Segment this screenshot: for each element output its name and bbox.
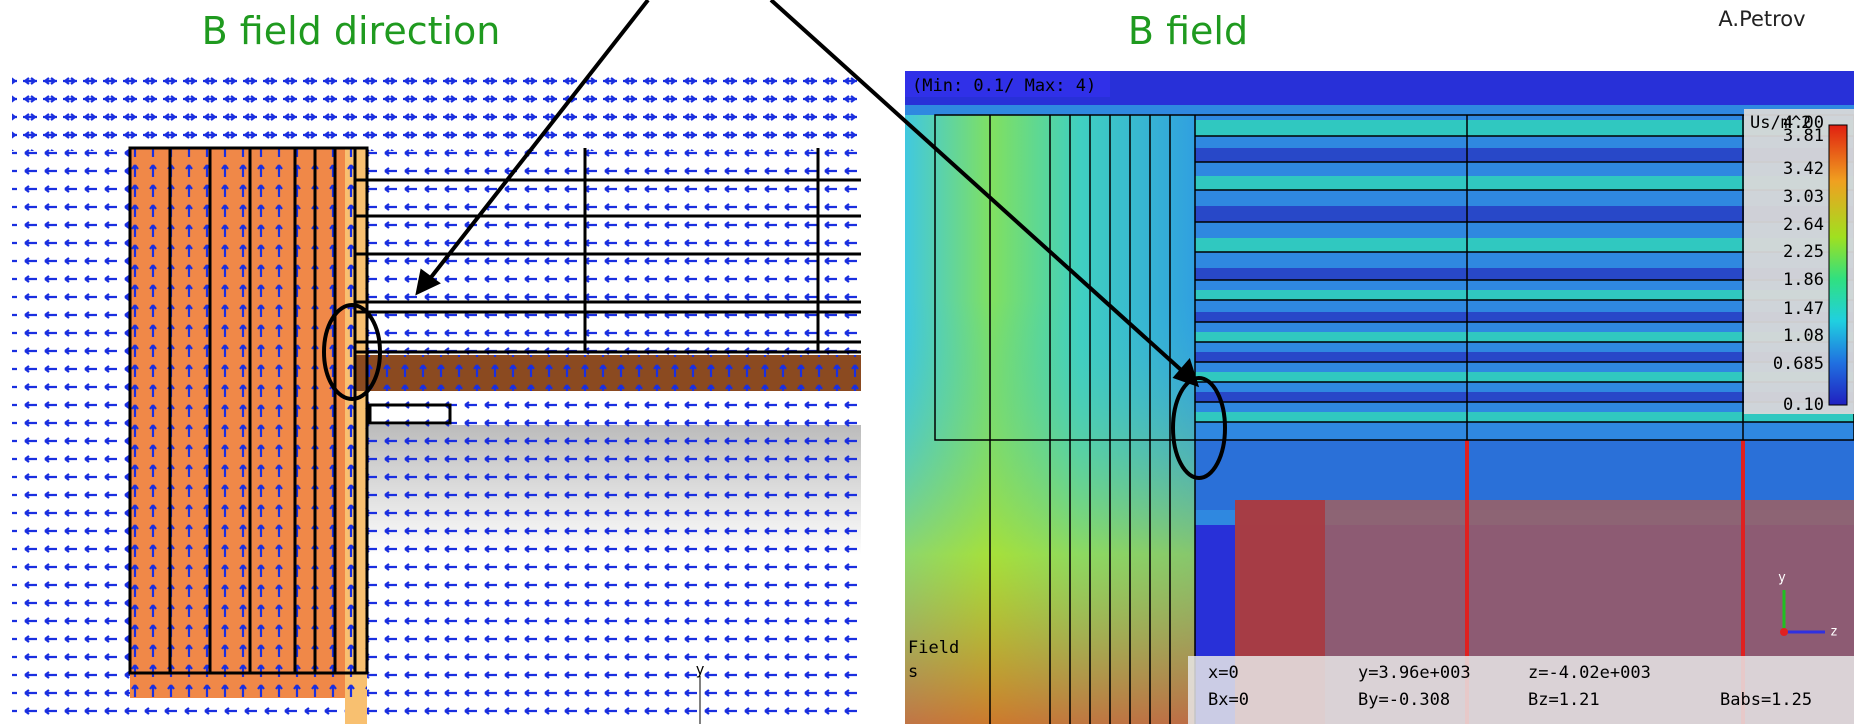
scale-label: 3.81	[1783, 126, 1824, 146]
triad-label: y	[1778, 571, 1786, 586]
readout-value: Babs=1.25	[1720, 690, 1812, 710]
axis-label: y	[695, 661, 704, 679]
field-label: Field	[908, 638, 959, 658]
readout-value: Bz=1.21	[1528, 690, 1600, 710]
scale-label: 3.42	[1783, 159, 1824, 179]
page: B field direction B field A.Petrov y	[0, 0, 1854, 724]
scale-label: 1.86	[1783, 270, 1824, 290]
author: A.Petrov	[1718, 7, 1805, 31]
right-panel: (Min: 0.1/ Max: 4) Us/m^2 4.003.813.423.…	[905, 71, 1854, 724]
readout-value: Bx=0	[1208, 690, 1249, 710]
readout-value: x=0	[1208, 663, 1239, 683]
range-label: (Min: 0.1/ Max: 4)	[912, 76, 1096, 96]
scale-label: 2.25	[1783, 242, 1824, 262]
readout-value: y=3.96e+003	[1358, 663, 1471, 683]
scale-label: 0.10	[1783, 395, 1824, 415]
slide: B field direction B field A.Petrov y	[0, 0, 1854, 724]
triad-label: z	[1830, 625, 1838, 640]
s-label: s	[908, 662, 918, 682]
left-panel: y	[12, 71, 861, 724]
scale-label: 1.08	[1783, 326, 1824, 346]
right-title: B field	[1128, 9, 1248, 53]
scale-label: 0.685	[1773, 354, 1824, 374]
readout-value: z=-4.02e+003	[1528, 663, 1651, 683]
scale-label: 3.03	[1783, 187, 1824, 207]
left-title: B field direction	[202, 9, 501, 53]
scale-label: 1.47	[1783, 299, 1824, 319]
readout-value: By=-0.308	[1358, 690, 1450, 710]
scale-label: 2.64	[1783, 215, 1824, 235]
